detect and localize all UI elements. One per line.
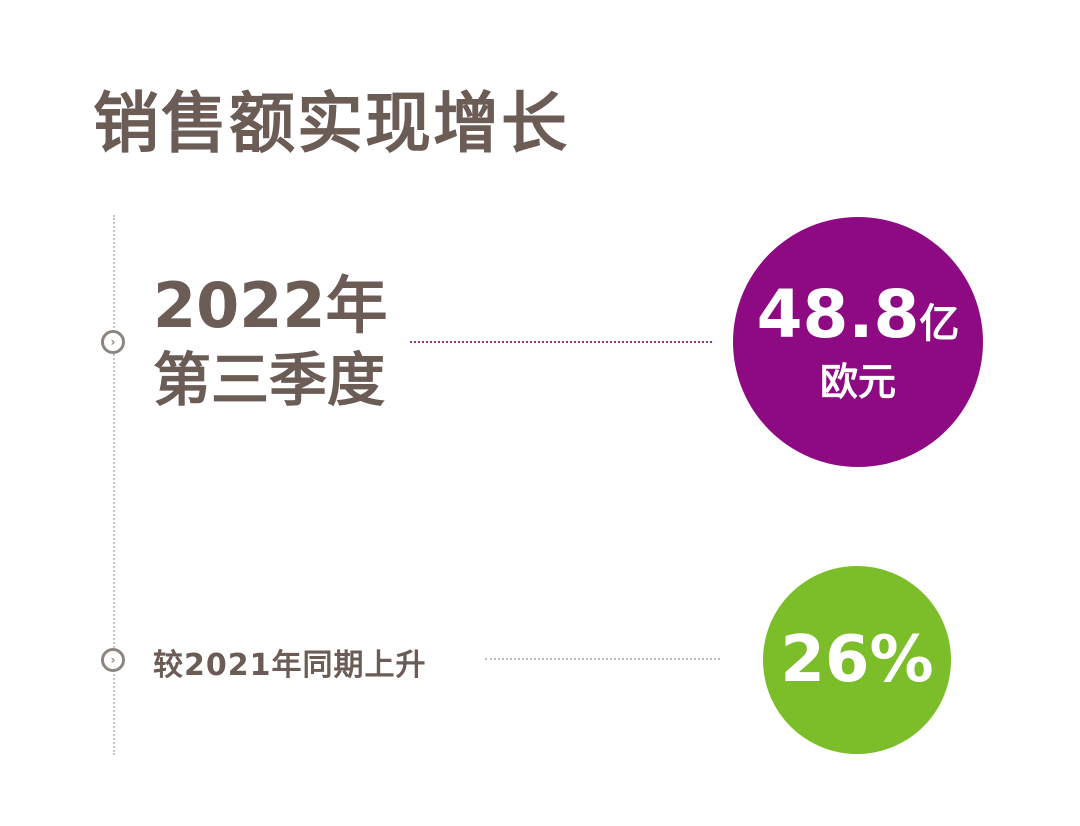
chevron-right-circle-icon: › xyxy=(101,330,125,354)
growth-value: 26% xyxy=(780,623,934,697)
timeline-divider xyxy=(113,215,115,755)
period-year: 2022年 xyxy=(153,269,388,342)
period-quarter: 第三季度 xyxy=(153,346,386,414)
growth-circle: 26% xyxy=(763,566,951,754)
connector-line xyxy=(485,658,720,660)
page-title: 销售额实现增长 xyxy=(93,85,569,162)
chevron-right-circle-icon: › xyxy=(101,648,125,672)
sales-currency: 欧元 xyxy=(819,359,896,404)
sales-circle: 48.8亿 欧元 xyxy=(733,217,983,467)
connector-line xyxy=(410,341,712,343)
growth-label: 较2021年同期上升 xyxy=(153,648,427,683)
sales-amount: 48.8 xyxy=(756,275,920,353)
sales-amount-row: 48.8亿 xyxy=(757,279,960,359)
sales-amount-unit: 亿 xyxy=(919,300,960,347)
